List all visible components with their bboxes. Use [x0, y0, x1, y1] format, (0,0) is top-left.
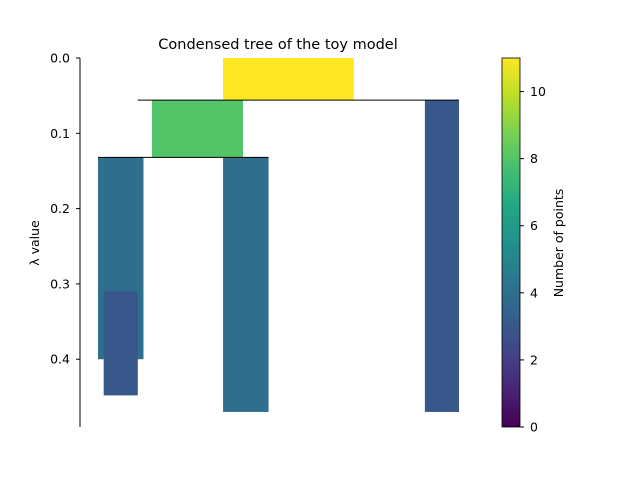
cluster-bars — [98, 58, 459, 412]
y-axis-ticks: 0.0 0.1 0.2 0.3 0.4 — [50, 51, 80, 367]
cluster-bar-left-right — [223, 157, 269, 412]
chart-title: Condensed tree of the toy model — [158, 37, 397, 53]
cluster-bar-root — [223, 58, 354, 101]
colorbar-tick-label: 4 — [530, 285, 538, 300]
y-axis-label: λ value — [27, 220, 42, 266]
colorbar-label: Number of points — [551, 189, 566, 298]
y-tick-label: 0.3 — [50, 276, 70, 291]
colorbar-tick-label: 0 — [530, 420, 538, 435]
y-tick-label: 0.2 — [50, 201, 70, 216]
cluster-bar-right — [424, 100, 459, 412]
colorbar — [501, 57, 521, 428]
colorbar-tick-label: 2 — [530, 352, 538, 367]
colorbar-tick-label: 6 — [530, 218, 538, 233]
y-tick-label: 0.4 — [50, 352, 70, 367]
split-lines — [98, 99, 459, 158]
cluster-bar-left-left-leaf — [103, 291, 138, 396]
colorbar-tick-label: 10 — [530, 84, 546, 99]
cluster-bar-left — [152, 100, 243, 158]
colorbar-tick-label: 8 — [530, 151, 538, 166]
y-tick-label: 0.1 — [50, 126, 70, 141]
colorbar-ticks: 0 2 4 6 8 10 — [520, 84, 546, 435]
y-tick-label: 0.0 — [50, 51, 70, 66]
